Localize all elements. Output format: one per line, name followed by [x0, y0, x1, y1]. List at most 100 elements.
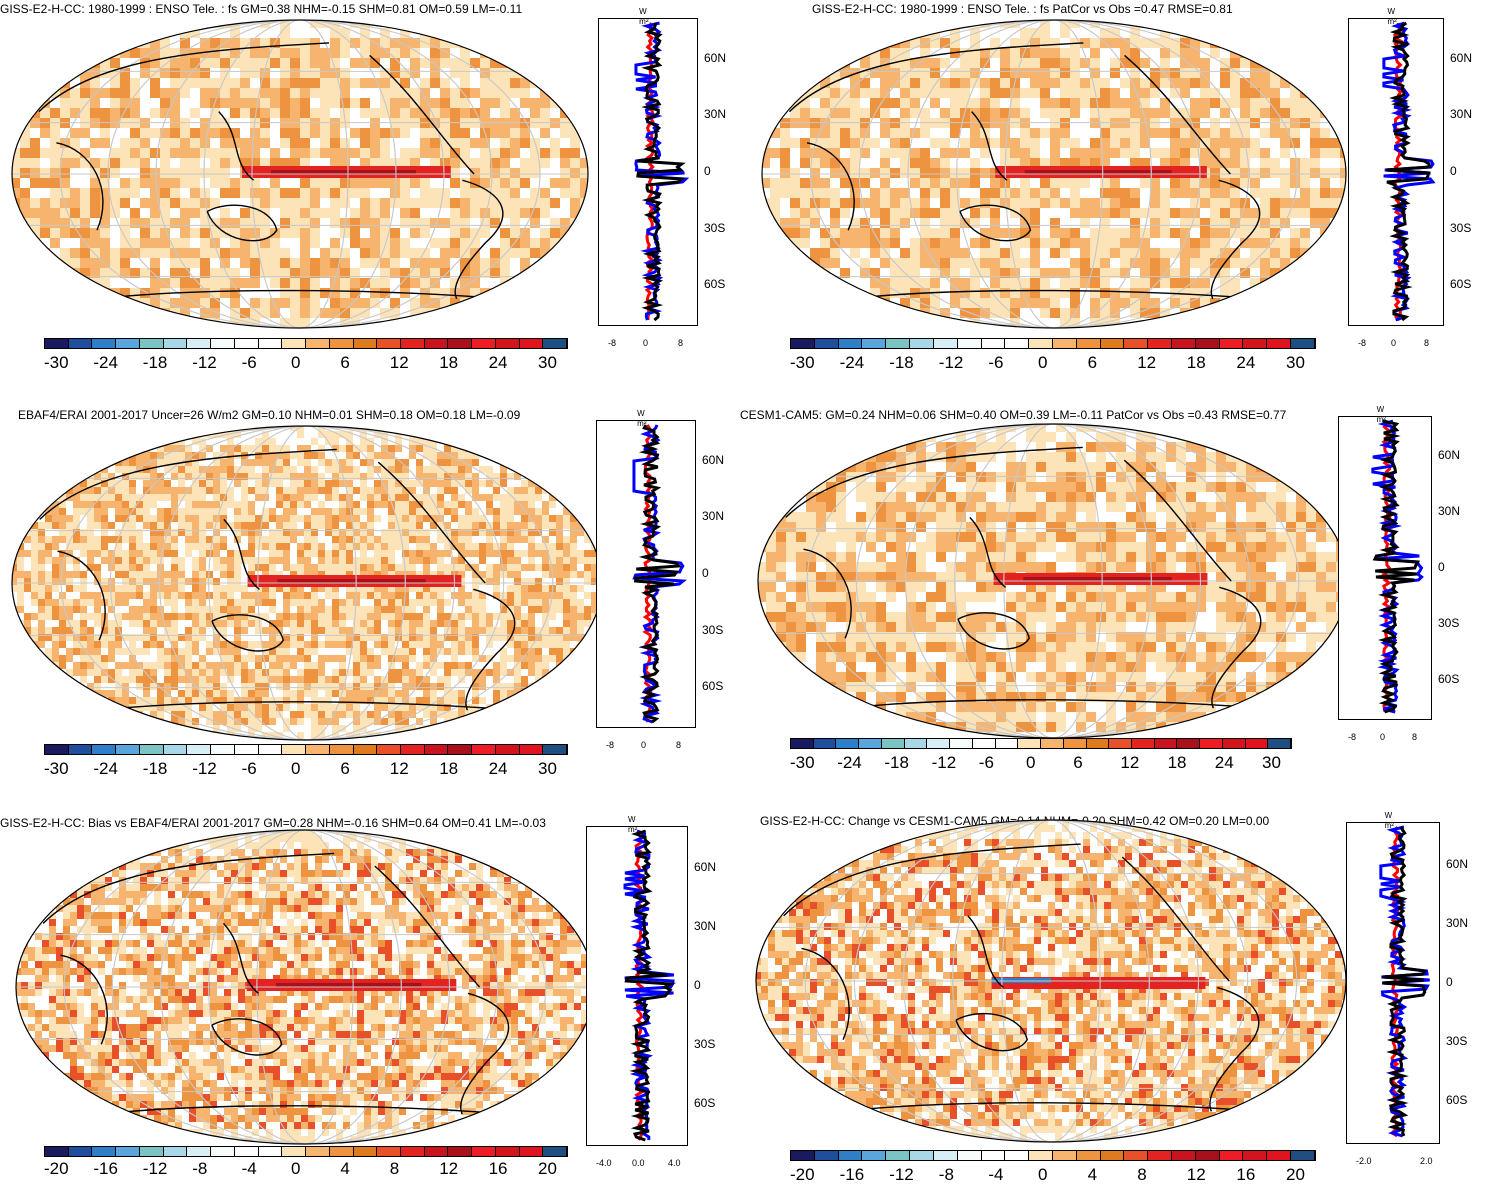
zonal-unit-label: W m²	[1387, 7, 1397, 26]
zonal-lat-label: 60S	[1438, 671, 1460, 686]
zonal-lat-label: 60S	[1446, 1093, 1468, 1108]
zonal-lat-label: 30N	[1446, 915, 1469, 930]
map-projection-2	[761, 19, 1347, 329]
map-projection-3	[11, 425, 603, 741]
colorbar-tick-label: -18	[889, 353, 914, 372]
zonal-x-tick-label: -8	[1348, 732, 1357, 742]
colorbar-tick-label: -16	[839, 1165, 865, 1184]
colorbar-tick-label: -20	[790, 1165, 815, 1184]
colorbar-tick-label: 8	[389, 1159, 400, 1178]
map-projection-6	[755, 819, 1347, 1143]
colorbar-tick-label: -12	[938, 353, 964, 372]
colorbar-tick-label: -12	[192, 759, 217, 778]
colorbar-tick-label: 12	[1120, 753, 1140, 772]
zonal-x-tick-label: 8	[1424, 338, 1430, 348]
zonal-lat-label: 60S	[1450, 277, 1472, 292]
colorbar-tick-label: -20	[44, 1159, 69, 1178]
zonal-unit-label: W m²	[637, 409, 647, 428]
colorbar-tick-label: 18	[1186, 353, 1206, 372]
colorbar-tick-label: 0	[291, 759, 301, 778]
zonal-x-tick-label: -8	[608, 338, 617, 348]
zonal-lat-label: 0	[702, 566, 709, 580]
zonal-lat-label: 30S	[702, 622, 724, 637]
zonal-lat-label: 30N	[704, 107, 727, 122]
zonal-mean-plot-4	[1338, 416, 1432, 720]
colorbar-tick-label: 16	[488, 1159, 508, 1178]
zonal-mean-plot-6	[1346, 822, 1440, 1144]
colorbar	[790, 338, 1316, 349]
zonal-x-tick-label: 8	[676, 740, 682, 750]
colorbar-tick-label: -4	[241, 1159, 257, 1178]
colorbar-tick-label: 24	[488, 759, 508, 778]
colorbar-tick-label: -12	[889, 1165, 914, 1184]
colorbar-tick-label: -30	[790, 353, 815, 372]
zonal-lat-label: 30N	[694, 919, 717, 934]
colorbar-tick-label: 20	[1286, 1165, 1305, 1184]
colorbar-tick-label: -6	[988, 353, 1004, 372]
colorbar-tick-label: -6	[241, 353, 257, 372]
zonal-x-tick-label: 0.0	[632, 1158, 645, 1168]
colorbar-tick-label: 0	[291, 353, 301, 372]
zonal-x-tick-label: 8	[1412, 732, 1418, 742]
colorbar-tick-label: 18	[439, 759, 459, 778]
colorbar-tick-label: 6	[340, 759, 350, 778]
colorbar-tick-label: -6	[978, 753, 994, 772]
zonal-lat-label: 30S	[694, 1036, 716, 1051]
zonal-lat-label: 0	[1450, 164, 1457, 178]
colorbar-tick-label: 12	[389, 759, 409, 778]
colorbar-tick-label: 6	[1073, 753, 1083, 772]
colorbar-tick-label: 12	[439, 1159, 459, 1178]
colorbar-tick-label: -6	[241, 759, 257, 778]
zonal-lat-label: 30N	[1438, 504, 1461, 519]
colorbar-tick-label: 4	[1087, 1165, 1098, 1184]
map-projection-5	[15, 829, 595, 1145]
colorbar	[44, 744, 568, 755]
zonal-x-tick-label: 2.0	[1420, 1156, 1433, 1166]
colorbar-tick-label: -18	[142, 353, 168, 372]
colorbar-tick-label: 0	[1038, 1165, 1048, 1184]
colorbar-tick-label: -12	[142, 1159, 168, 1178]
zonal-lat-label: 0	[704, 164, 711, 178]
zonal-mean-plot-1	[598, 18, 698, 326]
zonal-x-tick-label: 0	[643, 338, 649, 348]
colorbar-tick-label: 24	[1236, 353, 1256, 372]
zonal-x-tick-label: 0	[1391, 338, 1397, 348]
zonal-x-tick-label: 0	[641, 740, 647, 750]
colorbar-tick-label: 30	[538, 353, 557, 372]
zonal-lat-label: 60S	[702, 679, 724, 694]
zonal-lat-label: 60N	[702, 452, 725, 467]
colorbar-tick-label: 12	[389, 353, 409, 372]
colorbar	[790, 1150, 1316, 1161]
zonal-x-tick-label: 0	[1380, 732, 1386, 742]
colorbar-tick-label: 0	[1038, 353, 1048, 372]
zonal-x-tick-label: -2.0	[1356, 1156, 1372, 1166]
zonal-lat-label: 60N	[704, 50, 727, 65]
colorbar-tick-label: -18	[142, 759, 168, 778]
zonal-x-tick-label: 8	[678, 338, 684, 348]
zonal-unit-label: W m²	[639, 7, 649, 26]
colorbar-tick-label: 4	[340, 1159, 350, 1178]
zonal-lat-label: 60N	[694, 860, 717, 875]
colorbar-tick-label: -12	[931, 753, 957, 772]
zonal-lat-label: 30S	[1450, 220, 1472, 235]
colorbar-tick-label: 18	[439, 353, 459, 372]
zonal-lat-label: 30N	[702, 509, 725, 524]
zonal-lat-label: 30S	[704, 220, 726, 235]
colorbar	[790, 738, 1292, 749]
colorbar-tick-label: -8	[192, 1159, 208, 1178]
zonal-x-tick-label: -8	[606, 740, 615, 750]
colorbar-tick-label: 6	[340, 353, 350, 372]
colorbar	[44, 1146, 568, 1157]
colorbar-tick-label: 24	[488, 353, 508, 372]
zonal-lat-label: 30S	[1438, 615, 1460, 630]
colorbar-tick-label: -30	[790, 753, 815, 772]
zonal-lat-label: 60N	[1438, 448, 1461, 463]
zonal-lat-label: 0	[1438, 560, 1445, 574]
colorbar-tick-label: -4	[988, 1165, 1004, 1184]
colorbar-tick-label: 18	[1167, 753, 1187, 772]
zonal-x-tick-label: 4.0	[668, 1158, 681, 1168]
zonal-mean-plot-2	[1348, 18, 1444, 326]
panel-title: GISS-E2-H-CC: 1980-1999 : ENSO Tele. : f…	[812, 2, 1233, 16]
zonal-lat-label: 60S	[694, 1095, 716, 1110]
panel-title: EBAF4/ERAI 2001-2017 Uncer=26 W/m2 GM=0.…	[18, 408, 521, 422]
